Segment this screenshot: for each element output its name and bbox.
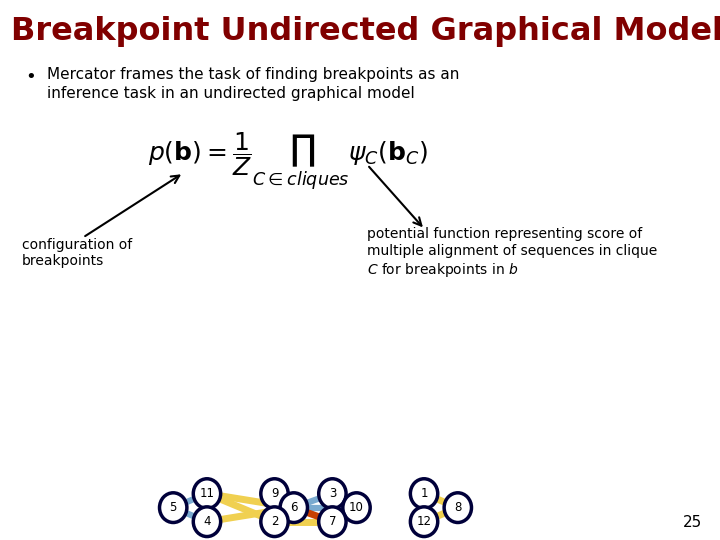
Text: 8: 8 (454, 501, 462, 514)
Ellipse shape (193, 507, 220, 537)
Text: breakpoints: breakpoints (22, 254, 104, 268)
Ellipse shape (410, 507, 438, 537)
Ellipse shape (193, 479, 220, 509)
Ellipse shape (444, 493, 472, 523)
Text: 12: 12 (417, 515, 431, 528)
Text: 7: 7 (328, 515, 336, 528)
Text: configuration of: configuration of (22, 238, 132, 252)
Ellipse shape (261, 507, 288, 537)
Text: 1: 1 (420, 487, 428, 500)
Ellipse shape (410, 479, 438, 509)
Text: inference task in an undirected graphical model: inference task in an undirected graphica… (47, 86, 415, 102)
Text: 9: 9 (271, 487, 278, 500)
Text: 4: 4 (203, 515, 211, 528)
Ellipse shape (280, 493, 307, 523)
Ellipse shape (160, 493, 187, 523)
Text: Mercator frames the task of finding breakpoints as an: Mercator frames the task of finding brea… (47, 68, 459, 83)
Text: 6: 6 (290, 501, 297, 514)
Text: multiple alignment of sequences in clique: multiple alignment of sequences in cliqu… (367, 244, 657, 258)
Text: $C$ for breakpoints in $b$: $C$ for breakpoints in $b$ (367, 261, 518, 279)
Ellipse shape (343, 493, 370, 523)
Ellipse shape (319, 479, 346, 509)
Text: •: • (25, 68, 36, 85)
Text: Breakpoint Undirected Graphical Model: Breakpoint Undirected Graphical Model (11, 16, 720, 47)
Text: 11: 11 (199, 487, 215, 500)
Ellipse shape (319, 507, 346, 537)
Text: $p(\mathbf{b}) = \dfrac{1}{Z} \prod_{C \in cliques} \psi_C(\mathbf{b}_C)$: $p(\mathbf{b}) = \dfrac{1}{Z} \prod_{C \… (148, 131, 428, 193)
Text: 25: 25 (683, 515, 702, 530)
Text: potential function representing score of: potential function representing score of (367, 227, 642, 241)
Text: 5: 5 (169, 501, 177, 514)
Ellipse shape (261, 479, 288, 509)
Text: 10: 10 (349, 501, 364, 514)
Text: 2: 2 (271, 515, 278, 528)
Text: 3: 3 (329, 487, 336, 500)
